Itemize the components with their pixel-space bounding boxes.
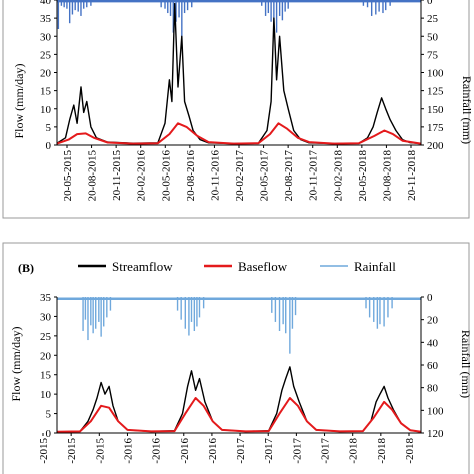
panel-a-right-axis-title: Rainfall (mm) (460, 76, 474, 144)
panel-a-x-tick-label-0: 20-05-2015 (62, 150, 74, 202)
panel-b-label: (B) (18, 261, 34, 275)
panel-b-x-tick-label-6: -2016 (207, 438, 219, 464)
panel-a-x-tick-label-12: 20-05-2018 (357, 150, 369, 202)
panel-a-right-tick-label-1: 25 (427, 13, 439, 25)
panel-a-x-tick-label-9: 20-08-2017 (283, 150, 295, 202)
panel-b-tick-labels: 0 5 10 15 20 25 30 35 0 20 40 60 80 100 120 -2015 -2015 -… (38, 292, 444, 464)
panel-b-x-tick-label-2: -2015 (94, 438, 106, 464)
panel-a-right-tick-label-8: 200 (427, 140, 444, 152)
panel-b-x-tick-label-3: -2016 (122, 438, 134, 464)
panel-b-left-tick-label-6: 30 (40, 311, 52, 323)
panel-a-left-tick-label-6: 30 (40, 31, 52, 43)
panel-a-x-tick-label-10: 20-11-2017 (308, 150, 320, 201)
panel-a-tick-labels: 0 5 10 15 20 25 30 35 40 0 25 50 75 100 125 150 175 200 20… (40, 0, 444, 201)
panel-a-left-tick-label-0: 0 (46, 140, 52, 152)
panel-a-flow-rainfall-chart: 0 5 10 15 20 25 30 35 40 0 25 50 75 100 125 150 175 200 20… (2, 0, 474, 219)
panel-b-x-tick-label-0: -2015 (38, 438, 50, 464)
panel-b-left-axis-title: Flow (mm/day) (9, 327, 23, 402)
panel-a-x-tick-label-6: 20-11-2016 (209, 150, 221, 201)
panel-a-x-tick-label-13: 20-08-2018 (381, 150, 393, 202)
panel-a-left-tick-label-1: 5 (46, 122, 52, 134)
panel-b-flow-lines (56, 366, 422, 433)
panel-b-left-tick-label-2: 10 (40, 389, 52, 401)
panel-b-left-tick-label-1: 5 (46, 409, 52, 421)
panel-b-left-tick-label-5: 25 (40, 331, 52, 343)
panel-b-x-tick-label-5: -2016 (179, 438, 191, 464)
legend-label-rainfall: Rainfall (354, 259, 396, 274)
panel-a-flow-lines (56, 2, 422, 145)
panel-a-right-tick-label-4: 100 (427, 68, 444, 80)
panel-b-x-tick-label-8: -2017 (263, 438, 275, 464)
panel-a-left-tick-label-8: 40 (40, 0, 52, 7)
panel-b-x-tick-label-11: -2018 (348, 438, 360, 464)
panel-b-legend: Streamflow Baseflow Rainfall (78, 259, 396, 274)
panel-b-right-tick-label-1: 20 (427, 315, 439, 327)
panel-a-right-tick-label-5: 125 (427, 86, 444, 98)
panel-a-right-tick-label-3: 75 (427, 49, 439, 61)
panel-b-baseflow-line (56, 397, 422, 433)
panel-b-x-tick-label-12: -2018 (376, 438, 388, 464)
panel-a-left-tick-label-7: 35 (40, 13, 52, 25)
panel-b-rainfall-bars (57, 297, 421, 354)
panel-a-rainfall-bars (57, 0, 421, 40)
panel-b-right-tick-label-4: 80 (427, 383, 439, 395)
panel-a-x-tick-label-7: 20-02-2017 (234, 150, 246, 202)
panel-a-left-tick-label-4: 20 (40, 68, 52, 80)
panel-b-x-tick-label-10: -2017 (320, 438, 332, 464)
panel-a-right-tick-label-2: 50 (427, 31, 439, 43)
panel-a-x-tick-label-2: 20-11-2015 (111, 150, 123, 201)
panel-a-x-tick-label-1: 20-08-2015 (87, 150, 99, 202)
panel-a-baseflow-line (56, 122, 422, 145)
panel-a-x-tick-label-3: 20-02-2016 (136, 150, 148, 202)
panel-b-right-tick-label-5: 100 (427, 405, 444, 417)
panel-a-x-tick-label-14: 20-11-2018 (406, 150, 418, 201)
panel-b-x-tick-label-7: -2017 (235, 438, 247, 464)
panel-b-right-axis-title: Rainfall (mm) (459, 330, 473, 398)
panel-b-right-tick-label-2: 40 (427, 337, 439, 349)
legend-label-baseflow: Baseflow (238, 259, 288, 274)
panel-a-right-tick-label-7: 175 (427, 122, 444, 134)
panel-a-streamflow-line (56, 2, 422, 145)
panel-a-x-tick-label-5: 20-08-2016 (185, 150, 197, 202)
panel-b-streamflow-line (56, 366, 422, 433)
panel-a-left-axis-title: Flow (mm/day) (12, 64, 26, 139)
panel-b-left-tick-label-4: 20 (40, 350, 52, 362)
panel-b-x-tick-label-13: -2018 (404, 438, 416, 464)
panel-b-flow-rainfall-chart: (B) Streamflow Baseflow Rainfall 0 5 10 15 20 2… (2, 242, 473, 474)
panel-a-x-tick-label-4: 20-05-2016 (160, 150, 172, 202)
panel-b-right-tick-label-6: 120 (427, 428, 444, 440)
panel-a-x-tick-label-8: 20-05-2017 (259, 150, 271, 202)
panel-a-left-tick-label-2: 10 (40, 104, 52, 116)
panel-b-right-tick-label-0: 0 (427, 292, 433, 304)
panel-b-left-tick-label-7: 35 (40, 292, 52, 304)
panel-b-x-tick-label-9: -2017 (291, 438, 303, 464)
panel-a-right-tick-label-0: 0 (427, 0, 433, 7)
panel-b-frame (2, 242, 470, 474)
panel-a-left-tick-label-5: 25 (40, 49, 52, 61)
legend-label-streamflow: Streamflow (112, 259, 173, 274)
panel-b-right-tick-label-3: 60 (427, 360, 439, 372)
panel-a-left-tick-label-3: 15 (40, 86, 52, 98)
panel-b-x-tick-label-4: -2016 (151, 438, 163, 464)
panel-b-x-tick-label-1: -2015 (66, 438, 78, 464)
panel-a-frame (2, 0, 470, 219)
panel-a-right-tick-label-6: 150 (427, 104, 444, 116)
panel-b-left-tick-label-0: 0 (46, 428, 52, 440)
panel-a-x-tick-label-11: 20-02-2018 (332, 150, 344, 202)
panel-b-left-tick-label-3: 15 (40, 370, 52, 382)
